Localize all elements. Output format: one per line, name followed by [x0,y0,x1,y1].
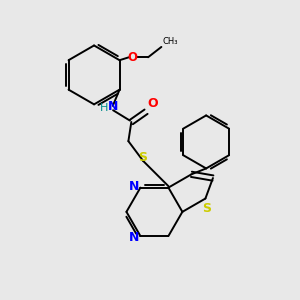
Text: S: S [202,202,211,215]
Text: O: O [148,97,158,110]
Text: N: N [129,180,139,193]
Text: N: N [108,100,118,113]
Text: O: O [128,51,138,64]
Text: N: N [129,231,139,244]
Text: CH₃: CH₃ [163,37,178,46]
Text: S: S [139,151,148,164]
Text: H: H [100,103,109,113]
